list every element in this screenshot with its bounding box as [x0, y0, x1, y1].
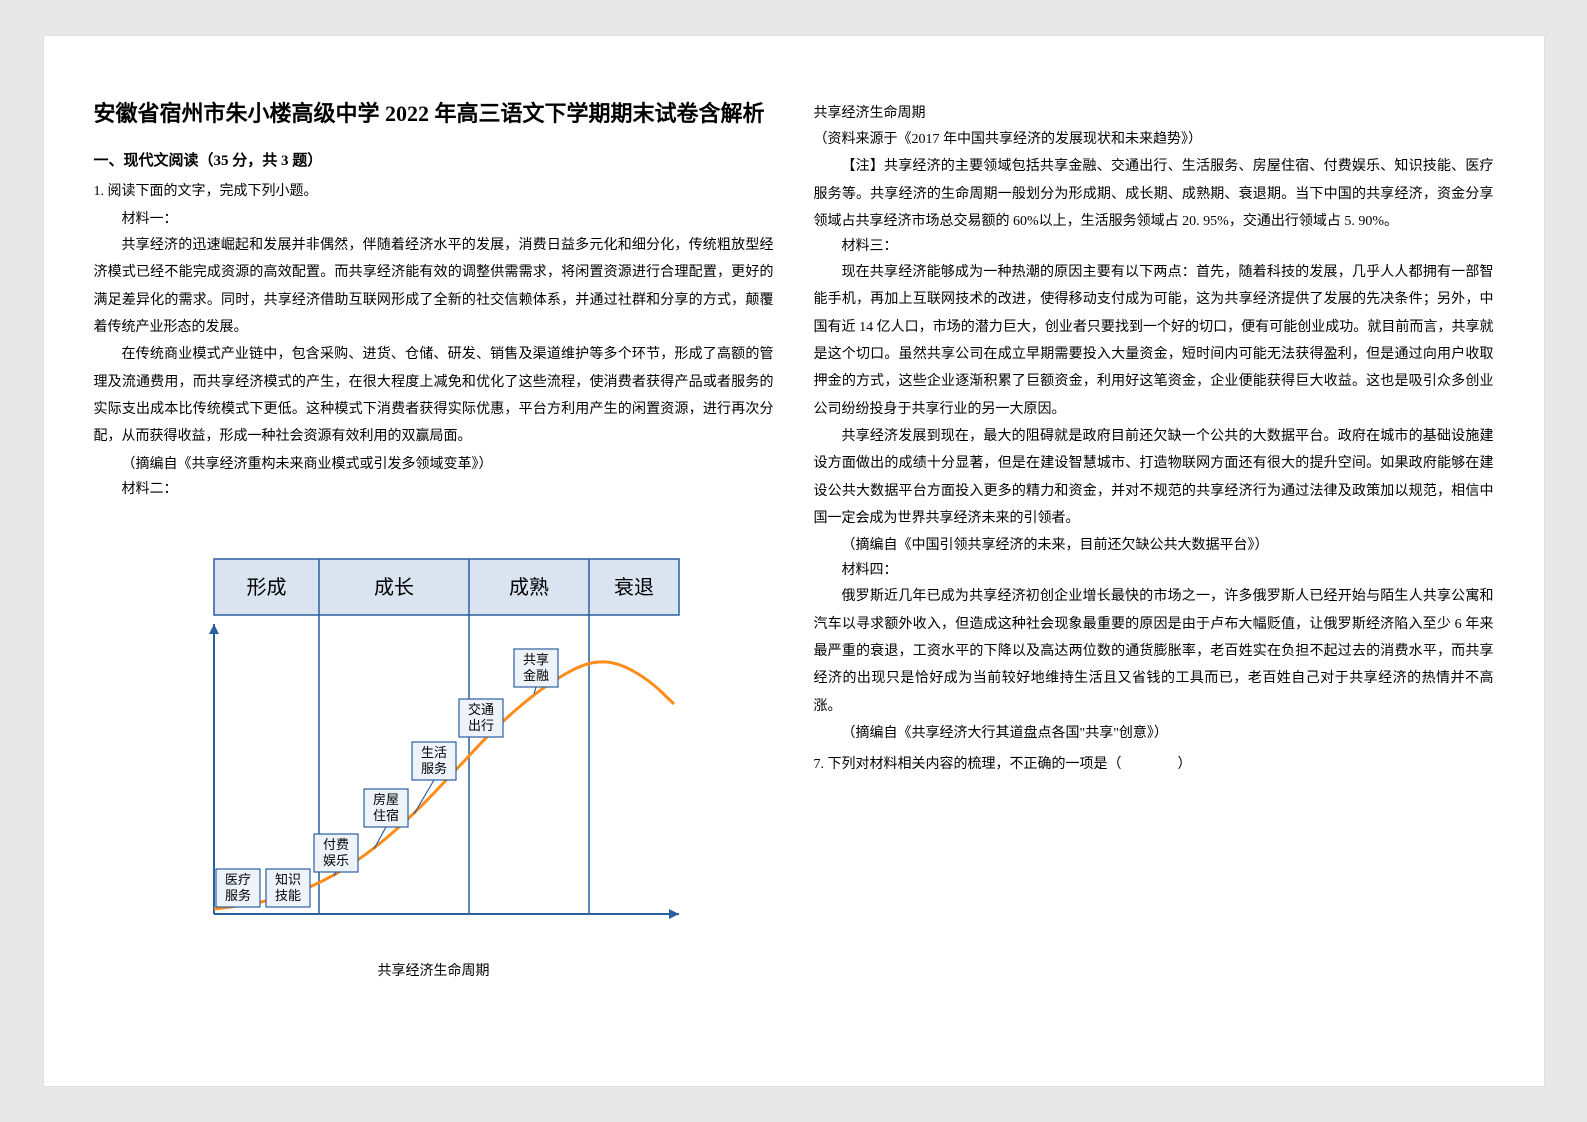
material-1-heading: 材料一： [94, 208, 774, 228]
svg-text:技能: 技能 [274, 888, 300, 903]
material-3-heading: 材料三： [814, 235, 1494, 255]
left-column: 安徽省宿州市朱小楼高级中学 2022 年高三语文下学期期末试卷含解析 一、现代文… [94, 96, 774, 1046]
svg-text:生活: 生活 [420, 745, 446, 760]
svg-text:成熟: 成熟 [509, 576, 549, 599]
svg-text:娱乐: 娱乐 [322, 853, 348, 868]
material-4-p1: 俄罗斯近几年已成为共享经济初创企业增长最快的市场之一，许多俄罗斯人已经开始与陌生… [814, 583, 1494, 719]
material-1-p2: 在传统商业模式产业链中，包含采购、进货、仓储、研发、销售及渠道维护等多个环节，形… [94, 341, 774, 450]
svg-text:金融: 金融 [522, 668, 548, 683]
material-4-cite: （摘编自《共享经济大行其道盘点各国"共享"创意》） [814, 720, 1494, 747]
material-2-p1: 【注】共享经济的主要领域包括共享金融、交通出行、生活服务、房屋住宿、付费娱乐、知… [814, 153, 1494, 235]
svg-text:服务: 服务 [420, 761, 446, 776]
svg-text:付费: 付费 [322, 837, 348, 852]
material-1-cite: （摘编自《共享经济重构未来商业模式或引发多领域变革》） [94, 451, 774, 478]
chart-caption-right: 共享经济生命周期 [814, 102, 1494, 122]
svg-text:出行: 出行 [467, 718, 493, 733]
svg-text:成长: 成长 [374, 576, 414, 599]
material-3-p1: 现在共享经济能够成为一种热潮的原因主要有以下两点：首先，随着科技的发展，几乎人人… [814, 259, 1494, 423]
material-4-heading: 材料四： [814, 559, 1494, 579]
material-3-p2: 共享经济发展到现在，最大的阻碍就是政府目前还欠缺一个公共的大数据平台。政府在城市… [814, 423, 1494, 532]
chart-caption: 共享经济生命周期 [378, 960, 490, 980]
svg-text:房屋: 房屋 [372, 792, 398, 807]
svg-text:形成: 形成 [246, 576, 286, 599]
svg-text:衰退: 衰退 [614, 576, 654, 599]
material-1-p1: 共享经济的迅速崛起和发展并非偶然，伴随着经济水平的发展，消费日益多元化和细分化，… [94, 232, 774, 341]
chart-source: （资料来源于《2017 年中国共享经济的发展现状和未来趋势》） [814, 126, 1494, 153]
svg-text:住宿: 住宿 [372, 808, 398, 823]
svg-text:交通: 交通 [467, 702, 493, 717]
svg-text:服务: 服务 [224, 888, 250, 903]
right-column: 共享经济生命周期 （资料来源于《2017 年中国共享经济的发展现状和未来趋势》）… [814, 96, 1494, 1046]
material-3-cite: （摘编自《中国引领共享经济的未来，目前还欠缺公共大数据平台》） [814, 532, 1494, 559]
svg-text:医疗: 医疗 [224, 872, 250, 887]
material-2-heading: 材料二： [94, 478, 774, 498]
lifecycle-chart-svg: 形成成长成熟衰退医疗服务知识技能付费娱乐房屋住宿生活服务交通出行共享金融 [174, 514, 694, 954]
section-heading: 一、现代文阅读（35 分，共 3 题） [94, 149, 774, 170]
doc-title: 安徽省宿州市朱小楼高级中学 2022 年高三语文下学期期末试卷含解析 [94, 96, 774, 131]
question-1: 1. 阅读下面的文字，完成下列小题。 [94, 180, 774, 200]
svg-text:知识: 知识 [274, 872, 300, 887]
svg-text:共享: 共享 [522, 652, 548, 667]
page: 安徽省宿州市朱小楼高级中学 2022 年高三语文下学期期末试卷含解析 一、现代文… [44, 36, 1544, 1086]
question-7: 7. 下列对材料相关内容的梳理，不正确的一项是（ ） [814, 753, 1494, 773]
lifecycle-chart: 形成成长成熟衰退医疗服务知识技能付费娱乐房屋住宿生活服务交通出行共享金融 共享经… [94, 514, 774, 980]
